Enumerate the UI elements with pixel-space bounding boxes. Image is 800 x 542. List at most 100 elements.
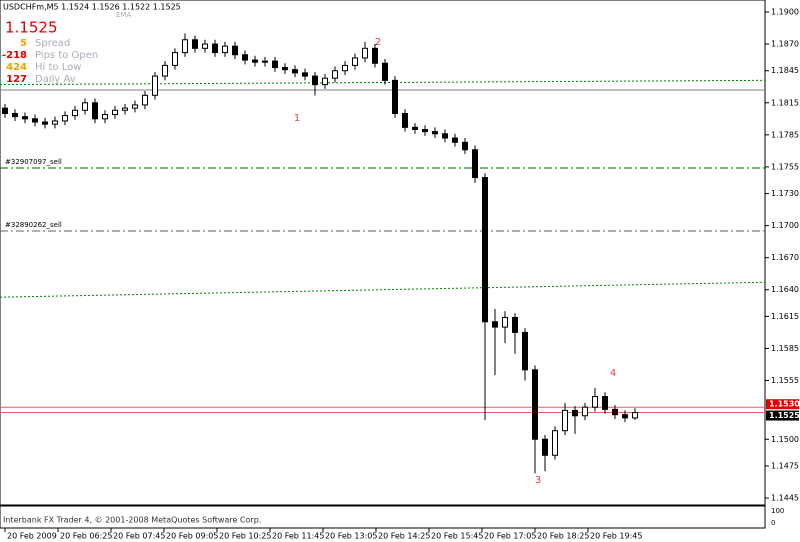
candle-body xyxy=(142,94,148,106)
candle-body xyxy=(242,54,248,61)
wave-label: 2 xyxy=(375,37,381,48)
candle-body xyxy=(402,112,408,128)
candle-body xyxy=(22,116,28,120)
candle-body xyxy=(382,62,388,81)
candle-body xyxy=(482,177,488,323)
wave-label: 4 xyxy=(610,368,616,379)
trendline xyxy=(0,281,766,298)
candle-body xyxy=(272,60,278,69)
y-tick-label: 1.1445 xyxy=(771,494,799,503)
candle-body xyxy=(592,396,598,408)
x-tick-label: 20 Feb 17:05 xyxy=(484,532,536,541)
trendline xyxy=(0,79,766,86)
price-box-label: 1.1530 xyxy=(769,400,800,409)
candle-body xyxy=(102,114,108,120)
candle-body xyxy=(472,149,478,179)
candle-body xyxy=(42,121,48,125)
x-tick-label: 20 Feb 14:25 xyxy=(378,532,430,541)
candle-body xyxy=(132,104,138,109)
wave-label: 3 xyxy=(535,475,541,486)
candle-body xyxy=(432,131,438,135)
candle-body xyxy=(312,75,318,86)
y-tick-label: 1.1500 xyxy=(771,435,799,444)
info-value: 127 xyxy=(6,74,27,85)
candle-body xyxy=(622,414,628,419)
candle-body xyxy=(522,331,528,371)
candle-body xyxy=(62,115,68,122)
candle-body xyxy=(532,369,538,440)
candle-body xyxy=(92,102,98,120)
y-tick-label: 1.1845 xyxy=(771,66,799,75)
chart-header: USDCHFm,M5 1.1524 1.1526 1.1522 1.1525 xyxy=(3,3,181,12)
info-value: 424 xyxy=(6,62,27,73)
info-value: -218 xyxy=(2,50,27,61)
y-tick-label: 1.1640 xyxy=(771,285,799,294)
candle-body xyxy=(352,57,358,66)
candle-body xyxy=(602,396,608,410)
info-label: Daily Av xyxy=(35,74,76,85)
info-label: Pips to Open xyxy=(35,50,98,61)
info-label: Hi to Low xyxy=(35,62,81,73)
y-tick-label: 1.1475 xyxy=(771,461,799,470)
indicator-name: EMA xyxy=(116,11,131,19)
x-tick-label: 20 Feb 11:45 xyxy=(272,532,324,541)
candle-body xyxy=(52,120,58,125)
candle-body xyxy=(502,316,508,328)
y-tick-label: 1.1755 xyxy=(771,162,799,171)
candle-body xyxy=(112,109,118,116)
candle-body xyxy=(172,52,178,66)
candle-body xyxy=(342,64,348,72)
info-label: Spread xyxy=(35,38,70,49)
candle-body xyxy=(582,406,588,417)
price-box xyxy=(766,399,799,410)
candle-body xyxy=(162,64,168,77)
level-name: #32907097_sell xyxy=(5,158,62,166)
price-box-label: 1.1525 xyxy=(769,411,800,420)
candle-body xyxy=(572,409,578,417)
candle-body xyxy=(412,126,418,130)
candle-body xyxy=(202,43,208,49)
x-tick-label: 20 Feb 18:25 xyxy=(537,532,589,541)
candle-body xyxy=(462,141,468,151)
candle-body xyxy=(422,128,428,133)
candle-body xyxy=(182,39,188,54)
x-tick-label: 20 Feb 13:05 xyxy=(325,532,377,541)
candle-body xyxy=(32,118,38,123)
candle-body xyxy=(492,321,498,328)
candle-body xyxy=(212,43,218,54)
candle-body xyxy=(322,77,328,86)
wave-label: 1 xyxy=(294,113,300,124)
x-tick-label: 20 Feb 09:05 xyxy=(166,532,218,541)
x-tick-label: 20 Feb 2009 xyxy=(7,532,57,541)
x-tick-label: 20 Feb 07:45 xyxy=(113,532,165,541)
candle-body xyxy=(222,45,228,54)
candle-body xyxy=(232,45,238,56)
candle-body xyxy=(542,438,548,456)
info-price: 1.1525 xyxy=(5,19,58,37)
candle-body xyxy=(512,316,518,333)
y-tick-label: 1.1555 xyxy=(771,376,799,385)
candle-body xyxy=(612,408,618,416)
y-tick-label: 1.1815 xyxy=(771,98,799,107)
candle-body xyxy=(562,409,568,432)
candle-body xyxy=(2,107,8,114)
y-tick-label: 1.1730 xyxy=(771,189,799,198)
y-tick-label: 1.1700 xyxy=(771,221,799,230)
candle-body xyxy=(442,133,448,139)
candle-body xyxy=(452,137,458,143)
candle-body xyxy=(252,59,258,63)
x-tick-label: 20 Feb 06:25 xyxy=(60,532,112,541)
x-tick-label: 20 Feb 15:45 xyxy=(431,532,483,541)
level-name: #32890262_sell xyxy=(5,221,62,229)
candle-body xyxy=(372,47,378,64)
y-tick-label: 1.1900 xyxy=(771,8,799,17)
candle-body xyxy=(82,102,88,111)
y-tick-label: 1.1585 xyxy=(771,344,799,353)
candle-body xyxy=(122,107,128,111)
candle-body xyxy=(152,75,158,96)
candle-body xyxy=(12,112,18,118)
subwindow-frame xyxy=(0,505,766,529)
candle-body xyxy=(392,79,398,114)
info-value: 5 xyxy=(20,38,27,49)
